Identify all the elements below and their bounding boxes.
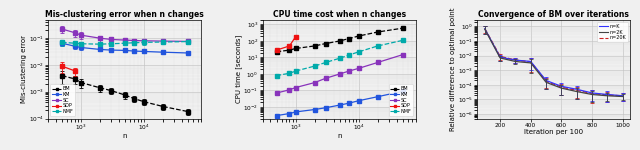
Title: CPU time cost when n changes: CPU time cost when n changes <box>273 10 406 19</box>
Title: Mis-clustering error when n changes: Mis-clustering error when n changes <box>45 10 204 19</box>
Y-axis label: Relative difference to optimal point: Relative difference to optimal point <box>451 7 456 131</box>
X-axis label: n: n <box>337 133 342 139</box>
Legend: BM, KM, SC, SDP, NMF: BM, KM, SC, SDP, NMF <box>51 84 76 116</box>
Title: Convergence of BM over iterations: Convergence of BM over iterations <box>478 10 629 19</box>
X-axis label: n: n <box>122 133 127 139</box>
Legend: n=K, n=2K, n=20K: n=K, n=2K, n=20K <box>597 22 628 42</box>
Y-axis label: CPU time [seconds]: CPU time [seconds] <box>235 35 242 103</box>
X-axis label: Iteration per 100: Iteration per 100 <box>524 129 583 135</box>
Legend: BM, KM, SC, SDP, NMF: BM, KM, SC, SDP, NMF <box>388 84 413 116</box>
Y-axis label: Mis-clustering error: Mis-clustering error <box>21 35 27 103</box>
